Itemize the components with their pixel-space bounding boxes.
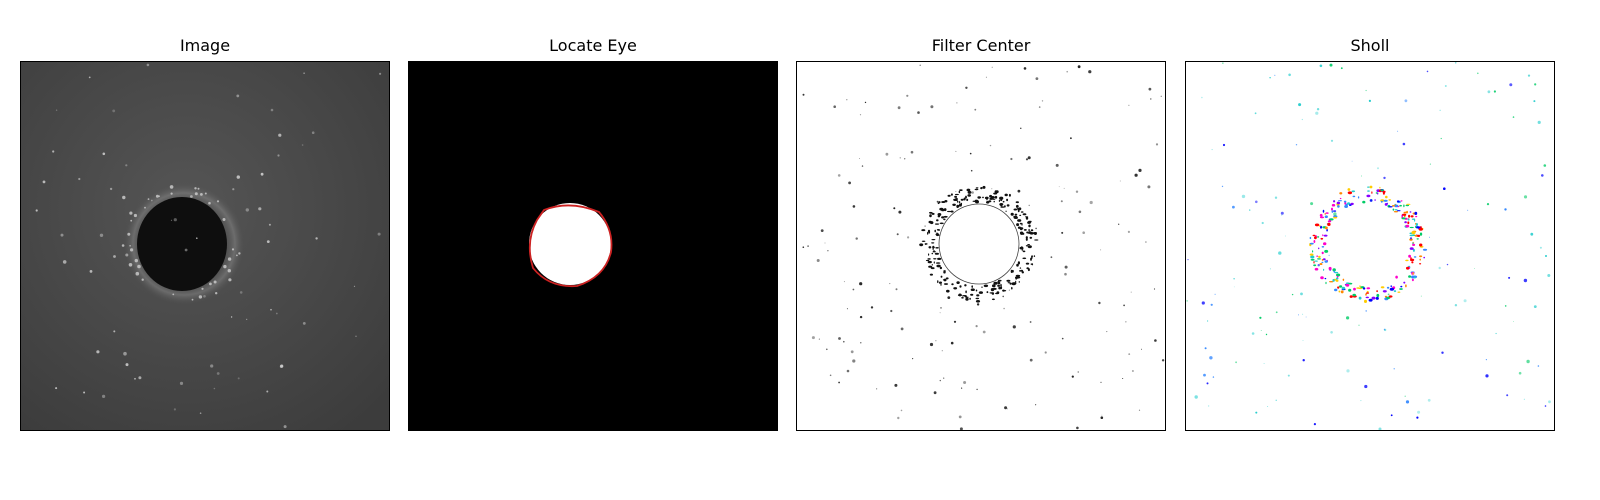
eye-dark-blob [137, 197, 227, 291]
microscopy-image [21, 62, 389, 430]
sholl-frame [1185, 61, 1555, 431]
eye-mask-image [409, 62, 777, 430]
sholl-center-disc [1328, 204, 1408, 284]
panel-title-filter-center: Filter Center [931, 36, 1031, 55]
sholl-image [1186, 62, 1554, 430]
filter-center-disc [938, 203, 1020, 285]
sholl-scatter-specks [1186, 62, 1551, 430]
filter-center-frame [796, 61, 1166, 431]
ring-specks [919, 185, 1039, 303]
locate-eye-frame [408, 61, 778, 431]
sholl-ring-specks [1309, 185, 1428, 303]
panel-filter-center: Filter Center [796, 36, 1166, 431]
panel-image: Image [20, 36, 390, 431]
panel-title-image: Image [179, 36, 231, 55]
panel-title-sholl: Sholl [1350, 36, 1390, 55]
filtered-image [797, 62, 1165, 430]
speckles [35, 63, 382, 429]
image-frame [20, 61, 390, 431]
scatter-specks [802, 64, 1165, 430]
panel-locate-eye: Locate Eye [408, 36, 778, 431]
eye-mask-disc [529, 203, 611, 285]
panel-title-locate-eye: Locate Eye [549, 36, 637, 55]
eye-contour [528, 204, 613, 288]
panel-sholl: Sholl [1185, 36, 1555, 431]
